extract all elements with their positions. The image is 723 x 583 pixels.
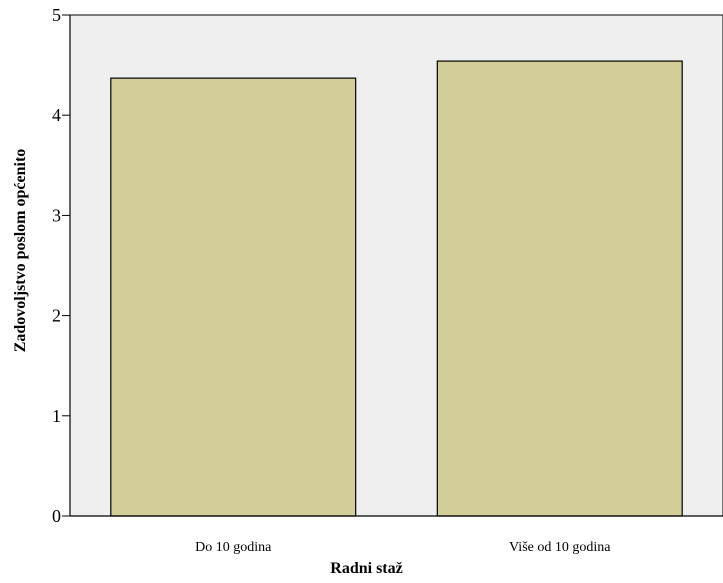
y-tick-label-0: 0: [52, 506, 61, 526]
bar-1: [110, 77, 357, 517]
y-tick-label-3: 3: [52, 205, 61, 225]
bar-2: [436, 60, 683, 517]
x-tick-label-2: Više od 10 godina: [509, 540, 611, 555]
y-tick-label-4: 4: [52, 105, 61, 125]
x-axis-category-labels: Do 10 godina Više od 10 godina: [195, 540, 611, 555]
x-axis-title: Radni staž: [330, 560, 402, 577]
y-axis-title: Zadovoljstvo poslom općenito: [12, 149, 29, 353]
y-axis-ticks: 0 1 2 3 4 5: [52, 5, 70, 526]
y-tick-label-5: 5: [52, 5, 61, 25]
y-tick-label-1: 1: [52, 406, 61, 426]
y-tick-label-2: 2: [52, 306, 61, 326]
x-tick-label-1: Do 10 godina: [195, 540, 272, 555]
